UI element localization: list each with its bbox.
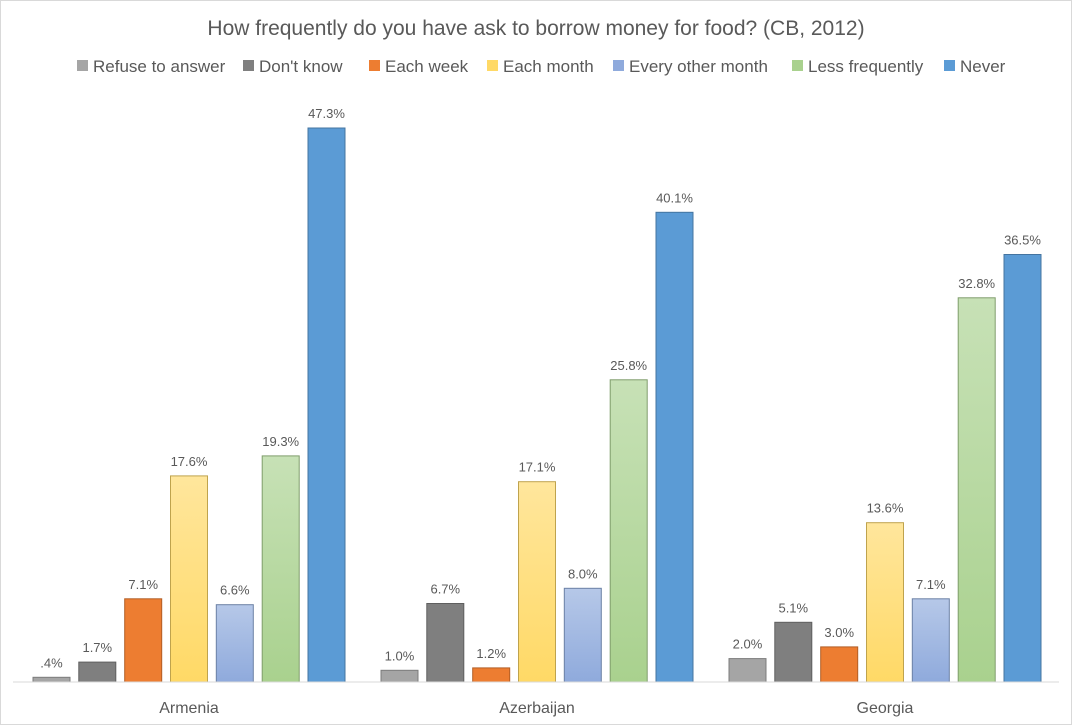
bar-azerbaijan-each-week: [472, 667, 511, 683]
bar-azerbaijan-less-frequently: [609, 379, 648, 683]
data-label-azerbaijan-refuse-to-answer: 1.0%: [385, 648, 415, 663]
legend-item-every-other-month: Every other month: [613, 57, 768, 76]
legend-swatch-refuse-to-answer: [77, 60, 88, 71]
data-label-azerbaijan-don-t-know: 6.7%: [430, 582, 460, 597]
data-label-georgia-every-other-month: 7.1%: [916, 577, 946, 592]
data-label-georgia-each-week: 3.0%: [824, 625, 854, 640]
bar-georgia-less-frequently: [957, 297, 996, 683]
legend-item-each-month: Each month: [487, 57, 594, 76]
bar-georgia-never: [1003, 254, 1042, 683]
value-labels: .4% 1.0% 2.0% 1.7% 6.7% 5.1% 7.1% 1.2% 3.0% 17.6%…: [40, 106, 1041, 670]
legend-label-each-week: Each week: [385, 57, 469, 76]
data-label-georgia-never: 36.5%: [1004, 233, 1041, 248]
category-label-armenia: Armenia: [159, 700, 219, 717]
data-label-azerbaijan-every-other-month: 8.0%: [568, 566, 598, 581]
bar-azerbaijan-don-t-know: [426, 603, 465, 683]
legend-item-don-t-know: Don't know: [243, 57, 343, 76]
category-label-georgia: Georgia: [857, 700, 914, 717]
data-label-armenia-each-week: 7.1%: [128, 577, 158, 592]
legend-item-each-week: Each week: [369, 57, 469, 76]
legend-item-refuse-to-answer: Refuse to answer: [77, 57, 226, 76]
legend-swatch-less-frequently: [792, 60, 803, 71]
legend-item-less-frequently: Less frequently: [792, 57, 924, 76]
legend-swatch-every-other-month: [613, 60, 624, 71]
legend-swatch-each-month: [487, 60, 498, 71]
data-label-georgia-each-month: 13.6%: [867, 501, 904, 516]
bar-armenia-every-other-month: [215, 604, 254, 683]
legend-label-never: Never: [960, 57, 1006, 76]
legend-swatch-never: [944, 60, 955, 71]
bar-georgia-don-t-know: [774, 621, 813, 683]
data-label-armenia-each-month: 17.6%: [171, 454, 208, 469]
data-label-azerbaijan-each-week: 1.2%: [476, 646, 506, 661]
category-label-azerbaijan: Azerbaijan: [499, 700, 575, 717]
bars: [32, 127, 1042, 683]
data-label-azerbaijan-each-month: 17.1%: [519, 460, 556, 475]
bar-georgia-every-other-month: [911, 598, 950, 683]
legend-label-less-frequently: Less frequently: [808, 57, 924, 76]
legend: Refuse to answer Don't know Each week Each …: [77, 57, 1006, 76]
bar-armenia-never: [307, 127, 346, 683]
data-label-georgia-don-t-know: 5.1%: [778, 600, 808, 615]
legend-label-refuse-to-answer: Refuse to answer: [93, 57, 226, 76]
legend-label-each-month: Each month: [503, 57, 594, 76]
bar-armenia-each-week: [124, 598, 163, 683]
data-label-armenia-don-t-know: 1.7%: [82, 640, 112, 655]
bar-armenia-don-t-know: [78, 661, 117, 683]
bar-georgia-refuse-to-answer: [728, 658, 767, 683]
bar-azerbaijan-each-month: [518, 481, 556, 683]
bar-georgia-each-week: [820, 646, 859, 683]
legend-swatch-don-t-know: [243, 60, 254, 71]
data-label-azerbaijan-less-frequently: 25.8%: [610, 358, 647, 373]
data-label-azerbaijan-never: 40.1%: [656, 190, 693, 205]
data-label-armenia-less-frequently: 19.3%: [262, 434, 299, 449]
bar-armenia-less-frequently: [261, 455, 300, 683]
data-label-armenia-every-other-month: 6.6%: [220, 583, 250, 598]
chart-title: How frequently do you have ask to borrow…: [207, 17, 864, 40]
data-label-armenia-never: 47.3%: [308, 106, 345, 121]
bar-azerbaijan-every-other-month: [563, 587, 602, 683]
data-label-armenia-refuse-to-answer: .4%: [40, 655, 63, 670]
category-labels: Armenia Azerbaijan Georgia: [159, 700, 913, 717]
data-label-georgia-less-frequently: 32.8%: [958, 276, 995, 291]
bar-armenia-refuse-to-answer: [32, 676, 71, 683]
legend-label-don-t-know: Don't know: [259, 57, 343, 76]
legend-item-never: Never: [944, 57, 1006, 76]
bar-azerbaijan-refuse-to-answer: [380, 669, 419, 683]
bar-armenia-each-month: [170, 475, 208, 683]
legend-swatch-each-week: [369, 60, 380, 71]
bar-azerbaijan-never: [655, 211, 694, 683]
bar-georgia-each-month: [866, 522, 904, 683]
data-label-georgia-refuse-to-answer: 2.0%: [733, 637, 763, 652]
legend-label-every-other-month: Every other month: [629, 57, 768, 76]
